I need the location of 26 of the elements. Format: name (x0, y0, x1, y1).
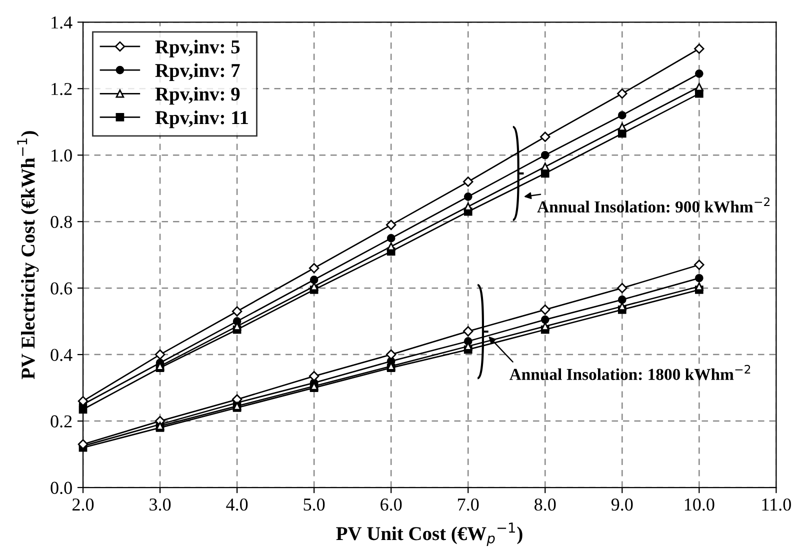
legend-label: Rpv,inv: 7 (155, 63, 240, 81)
annotation: Annual Insolation: 900 kWhm$^{−2}$ (537, 197, 770, 213)
x-axis-title: PV Unit Cost (€W$_{p}$$^{−1}$) (336, 522, 522, 546)
legend-label: Rpv,inv: 11 (155, 110, 248, 128)
x-tick-label: 10.0 (684, 498, 714, 511)
y-tick-label: 0.4 (50, 348, 72, 362)
y-tick-label: 0.6 (50, 282, 72, 295)
x-tick-label: 4.0 (226, 498, 248, 511)
x-tick-label: 3.0 (150, 498, 171, 511)
x-tick-label: 11.0 (762, 498, 791, 511)
x-tick-label: 8.0 (534, 498, 556, 511)
x-tick-label: 7.0 (458, 498, 479, 511)
x-tick-label: 9.0 (611, 498, 633, 511)
annotation: Annual Insolation: 1800 kWhm$^{−2}$ (509, 364, 750, 380)
y-tick-label: 1.0 (52, 149, 72, 162)
x-tick-label: 5.0 (304, 498, 325, 511)
y-axis-title: PV Electricity Cost (€kWh$^{−1}$) (17, 131, 39, 380)
y-tick-label: 0.0 (50, 482, 72, 494)
y-tick-label: 0.8 (50, 216, 72, 228)
legend-label: Rpv,inv: 5 (155, 40, 240, 58)
y-tick-label: 1.2 (52, 82, 72, 96)
x-tick-label: 2.0 (72, 498, 94, 511)
x-tick-label: 6.0 (380, 498, 402, 511)
y-tick-label: 0.2 (50, 415, 72, 428)
y-tick-label: 1.4 (52, 16, 72, 29)
legend-label: Rpv,inv: 9 (155, 86, 240, 105)
